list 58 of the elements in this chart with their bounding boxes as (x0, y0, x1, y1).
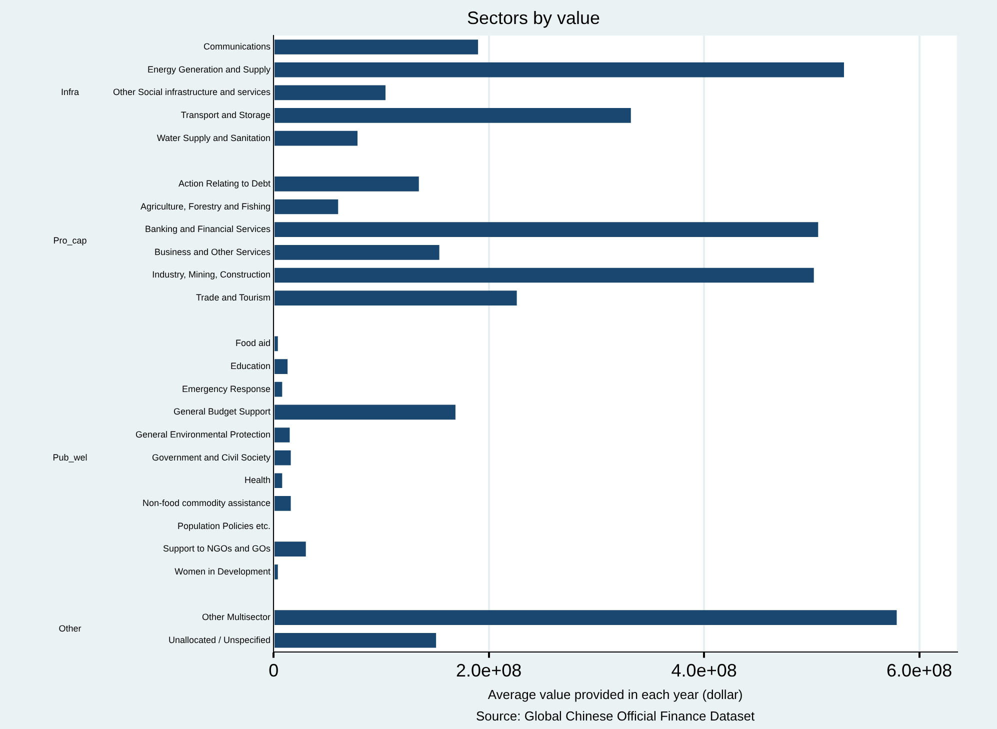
bar (274, 564, 278, 580)
bar (274, 359, 288, 374)
bar (274, 176, 419, 192)
bar (274, 610, 897, 625)
bar (274, 290, 517, 306)
y-tick-label: Trade and Tourism (196, 292, 271, 303)
bar (274, 222, 818, 238)
y-tick-label: Emergency Response (182, 384, 271, 394)
bar (274, 473, 282, 488)
y-tick-label: Government and Civil Society (152, 452, 272, 462)
y-tick-label: Food aid (236, 338, 271, 348)
y-tick-label: Support to NGOs and GOs (163, 544, 272, 554)
y-tick-label: Business and Other Services (154, 246, 272, 257)
y-tick-label: Other Multisector (202, 612, 271, 622)
y-tick-label: Banking and Financial Services (144, 224, 272, 234)
x-tick-label: 2.0e+08 (456, 660, 522, 681)
bar (274, 108, 631, 123)
y-tick-label: Education (230, 361, 271, 372)
bar (274, 62, 844, 78)
y-tick-label: Health (244, 475, 271, 486)
y-tick-label: General Budget Support (173, 406, 272, 417)
bar (274, 268, 814, 283)
bar (274, 85, 386, 100)
y-tick-label: Other Social infrastructure and services (112, 87, 272, 98)
bar (274, 404, 456, 420)
y-tick-label: Agriculture, Forestry and Fishing (140, 201, 271, 212)
x-tick-label: 0 (268, 660, 279, 681)
x-axis-title: Average value provided in each year (dollar) (488, 686, 743, 702)
text: Pro_cap (53, 235, 87, 246)
bar (274, 336, 278, 352)
y-tick-label: Women in Development (174, 566, 272, 576)
chart-title: Sectors by value (466, 8, 600, 28)
y-tick-label: Action Relating to Debt (178, 178, 272, 188)
y-tick-label: Communications (204, 41, 272, 52)
bar (274, 632, 436, 648)
x-tick-label: 6.0e+08 (886, 660, 952, 681)
text: Pub_wel (52, 452, 88, 462)
y-tick-label: Non-food commodity assistance (142, 498, 271, 508)
y-tick-label: Population Policies etc. (178, 520, 271, 531)
bar (274, 244, 440, 260)
bar (274, 428, 290, 442)
bar (274, 450, 291, 466)
y-tick-label: Energy Generation and Supply (147, 64, 272, 74)
source-note: Source: Global Chinese Official Finance Dataset (476, 708, 756, 724)
text: Other (58, 623, 82, 634)
bar (274, 130, 358, 146)
y-tick-label: Unallocated / Unspecified (168, 634, 271, 645)
x-tick-label: 4.0e+08 (671, 660, 737, 681)
y-tick-label: Water Supply and Sanitation (156, 132, 271, 143)
bar (274, 199, 338, 214)
y-tick-label: General Environmental Protection (135, 429, 271, 440)
bar (274, 382, 282, 397)
y-tick-label: Transport and Storage (180, 110, 271, 120)
text: Infra (60, 87, 80, 98)
bar (274, 40, 478, 54)
bar (274, 496, 291, 511)
y-tick-label: Industry, Mining, Construction (152, 270, 271, 280)
bar (274, 542, 306, 557)
